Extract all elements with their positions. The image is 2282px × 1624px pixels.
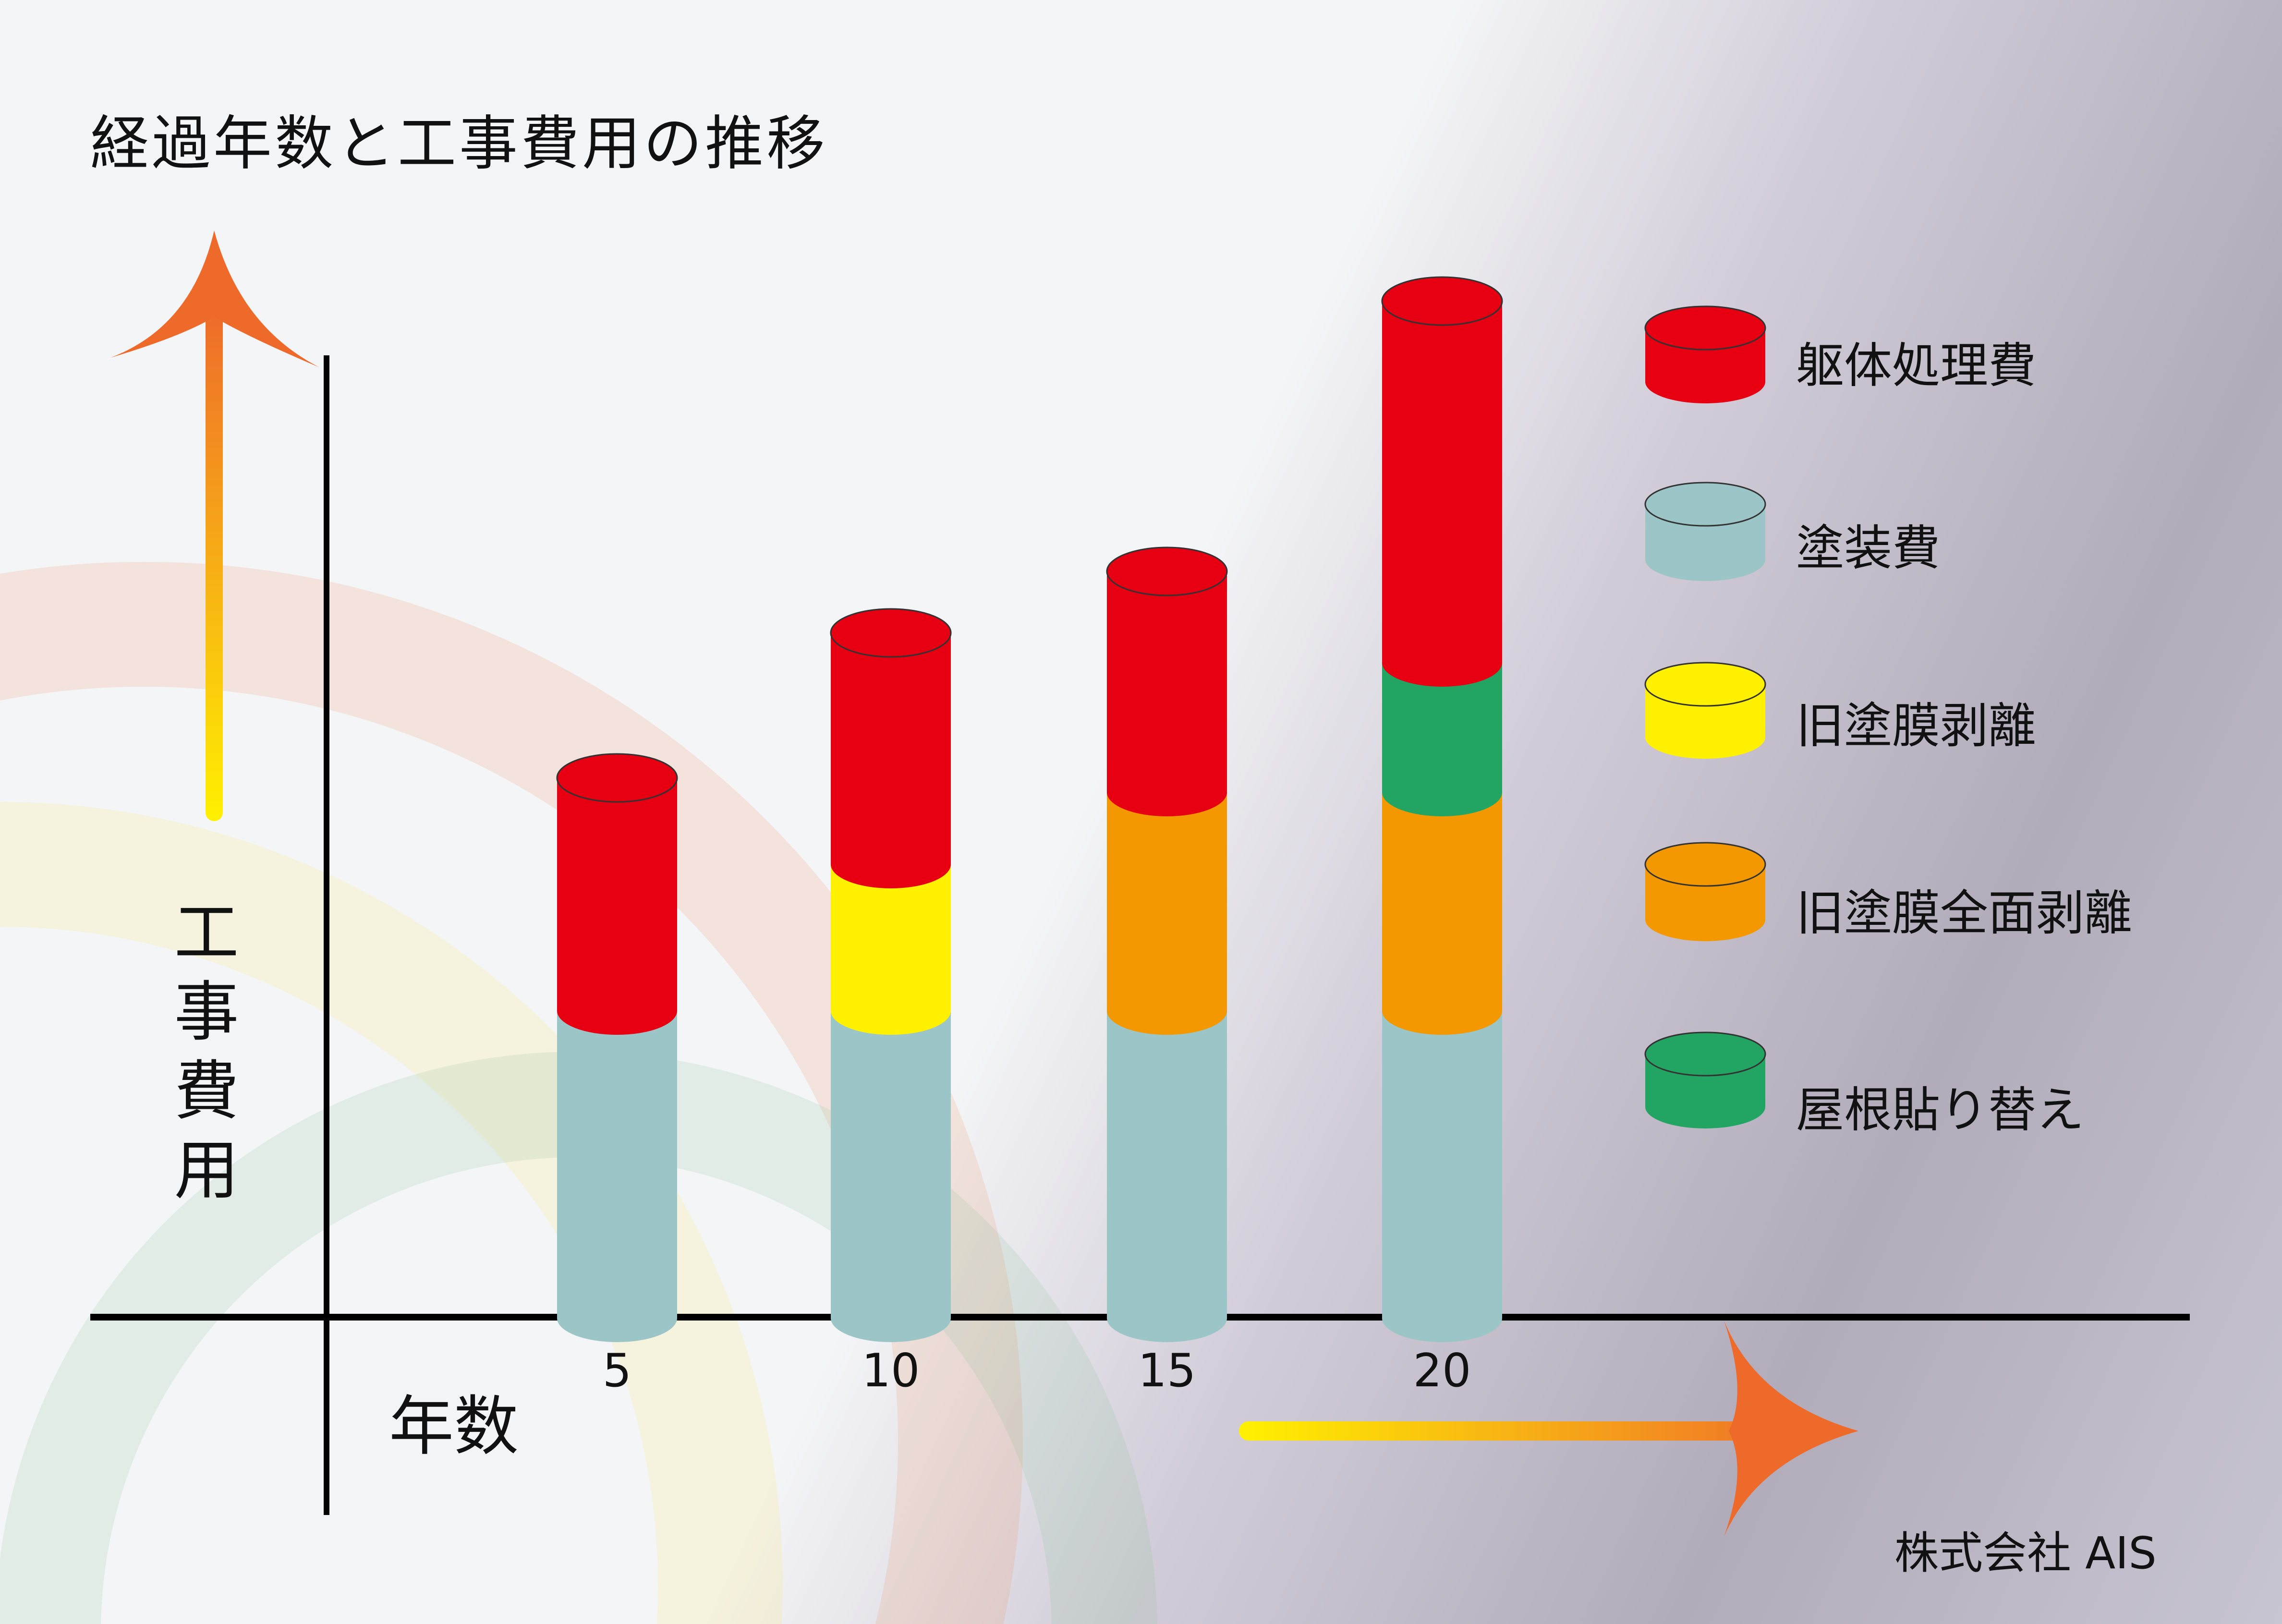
legend-label-hakuri: 旧塗膜剥離 — [1796, 698, 2036, 754]
y-label-char: 事 — [174, 974, 239, 1050]
bar-10 — [830, 608, 952, 1342]
legend-swatch-kutai — [1644, 305, 1766, 403]
legend-label-tosou: 塗装費 — [1796, 520, 1940, 576]
x-tick-10: 10 — [862, 1345, 920, 1397]
x-tick-15: 15 — [1138, 1345, 1196, 1397]
y-arrow-icon — [110, 230, 319, 821]
legend-swatch-yane — [1644, 1031, 1766, 1128]
bar-20 — [1381, 276, 1503, 1342]
legend-swatch-tosou — [1644, 482, 1766, 581]
legend-label-yane: 屋根貼り替え — [1796, 1082, 2084, 1138]
x-axis-label: 年数 — [389, 1389, 519, 1464]
y-axis-label: 工 事 費 用 — [173, 893, 240, 1210]
company-name: 株式会社 AIS — [1894, 1527, 2157, 1579]
legend-label-zenmen-hakuri: 旧塗膜全面剥離 — [1796, 885, 2132, 941]
bar-15 — [1106, 546, 1228, 1342]
legend-label-kutai: 躯体処理費 — [1796, 338, 2036, 394]
x-tick-20: 20 — [1413, 1345, 1471, 1397]
chart-title: 経過年数と工事費用の推移 — [90, 109, 828, 178]
legend-swatch-zenmen-hakuri — [1644, 842, 1766, 941]
y-label-char: 工 — [174, 895, 239, 970]
y-label-char: 用 — [174, 1133, 239, 1208]
x-tick-5: 5 — [602, 1345, 632, 1397]
y-label-char: 費 — [174, 1054, 239, 1129]
x-arrow-icon — [1239, 1321, 1858, 1537]
bar-5 — [556, 753, 678, 1342]
legend-swatch-hakuri — [1644, 662, 1766, 759]
